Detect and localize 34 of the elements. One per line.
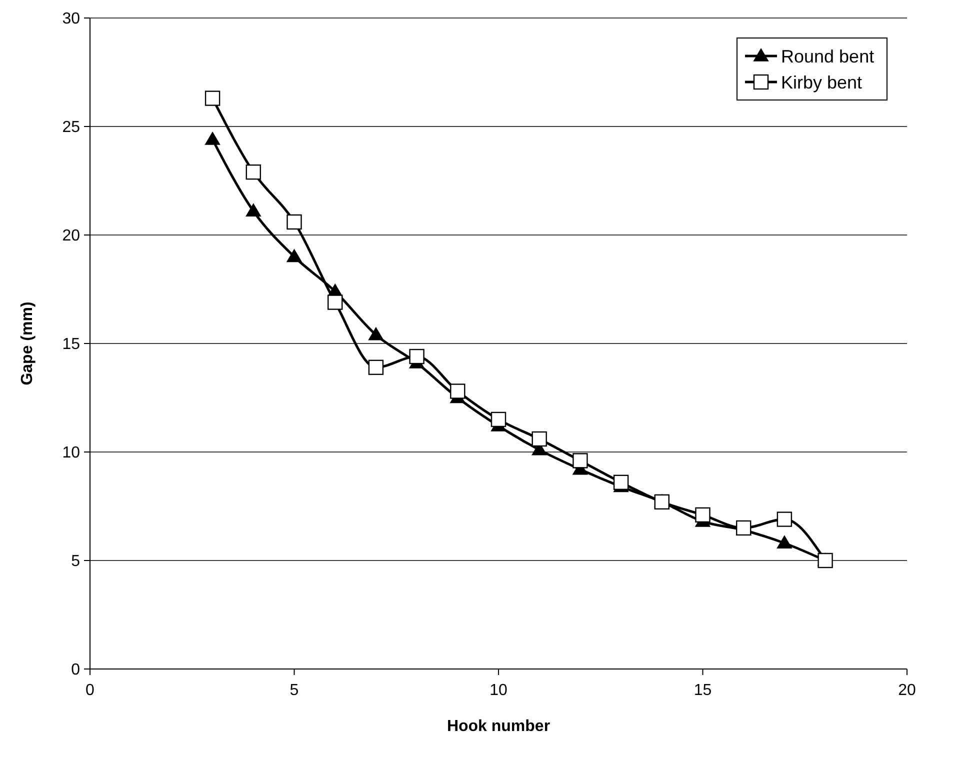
point (286, 214, 302, 230)
y-tick-label: 25 (62, 119, 80, 136)
y-tick-label: 30 (62, 10, 80, 28)
point (613, 474, 629, 490)
point (205, 132, 220, 145)
point (286, 249, 302, 262)
x-tick-label: 0 (86, 682, 95, 699)
x-tick-label: 20 (898, 682, 916, 699)
x-tick-label: 5 (290, 682, 299, 699)
point (328, 294, 343, 310)
x-tick-label: 10 (490, 682, 508, 699)
x-tick-label: 15 (694, 682, 712, 699)
point (572, 453, 588, 468)
point (450, 384, 466, 399)
point (776, 536, 792, 549)
point (695, 507, 710, 523)
point (204, 90, 220, 106)
y-tick-label: 15 (62, 336, 80, 354)
y-tick-label: 5 (71, 553, 80, 570)
y-tick-label: 10 (62, 444, 80, 462)
y-tick-label: 0 (71, 662, 80, 679)
point (368, 327, 384, 340)
point (246, 164, 261, 180)
x-axis-title: Hook number (446, 718, 550, 735)
point (532, 431, 547, 447)
y-axis-title: Gape (mm) (19, 302, 36, 386)
y-tick-label: 20 (62, 228, 80, 245)
point (368, 360, 384, 375)
point (490, 412, 506, 428)
point (776, 512, 792, 527)
point (246, 204, 261, 217)
legend-label: Round bent (781, 46, 874, 66)
legend-label: Kirby bent (781, 72, 862, 92)
point (409, 348, 424, 364)
